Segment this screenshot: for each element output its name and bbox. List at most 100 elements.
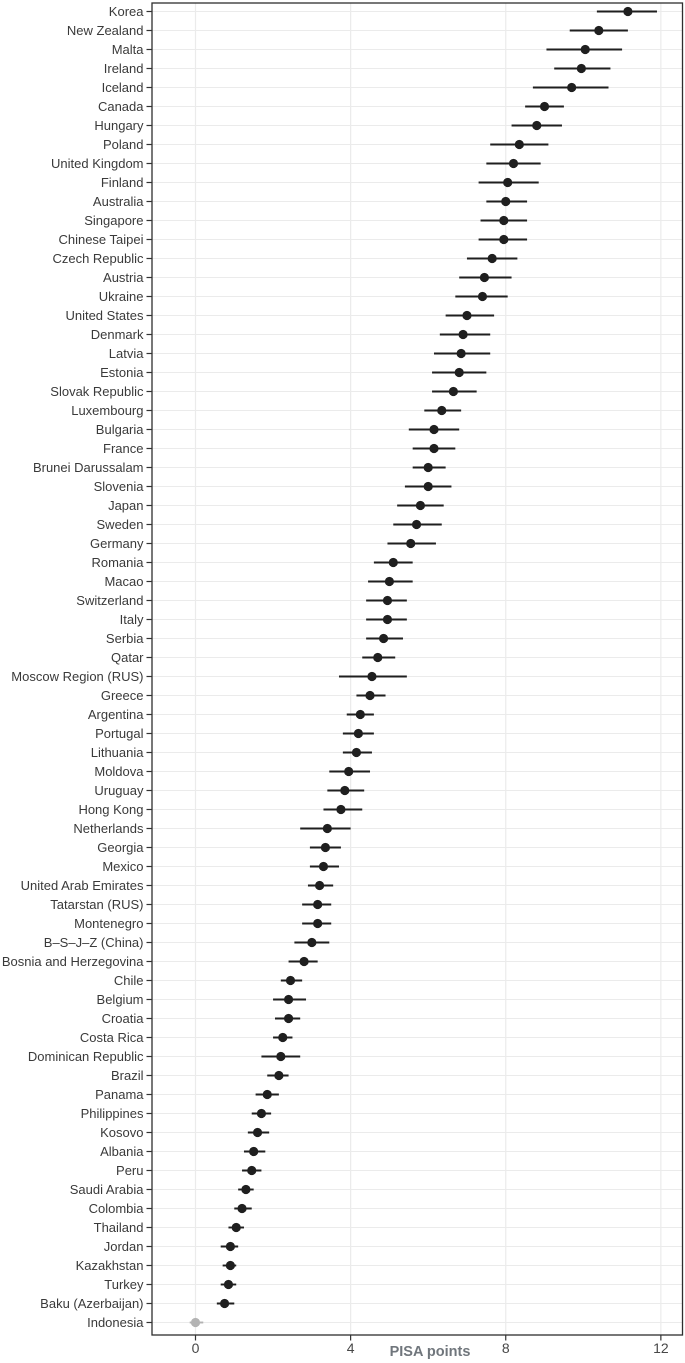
y-axis-label: Switzerland <box>76 593 143 608</box>
y-axis-label: Japan <box>108 498 143 513</box>
data-point <box>276 1051 286 1062</box>
y-axis-label: Georgia <box>97 840 144 855</box>
y-axis-label: Brunei Darussalam <box>33 460 144 475</box>
data-point <box>247 1165 257 1176</box>
data-point <box>429 424 439 435</box>
y-axis-label: Moldova <box>94 764 144 779</box>
data-point <box>225 1241 236 1252</box>
data-point <box>503 177 513 188</box>
data-point <box>313 899 323 910</box>
x-tick-label: 4 <box>347 1340 355 1356</box>
data-point <box>353 728 363 739</box>
data-point <box>539 101 550 112</box>
y-axis-label: Austria <box>103 270 144 285</box>
y-axis-label: Hong Kong <box>78 802 143 817</box>
data-point <box>576 63 586 74</box>
data-point <box>278 1032 288 1043</box>
y-axis-label: Jordan <box>104 1239 144 1254</box>
y-axis-label: Italy <box>120 612 144 627</box>
data-point <box>532 120 542 131</box>
data-point <box>367 671 377 682</box>
data-point <box>415 500 426 511</box>
y-axis-label: United States <box>65 308 144 323</box>
data-point <box>223 1279 234 1290</box>
y-axis-label: Ukraine <box>99 289 144 304</box>
y-axis-label: Iceland <box>102 80 144 95</box>
y-axis-label: Moscow Region (RUS) <box>11 669 143 684</box>
data-point <box>225 1260 236 1271</box>
data-point <box>508 158 519 169</box>
data-point <box>252 1127 263 1138</box>
y-axis-label: Romania <box>91 555 144 570</box>
data-point <box>462 310 472 321</box>
data-point <box>307 937 317 948</box>
data-point <box>458 329 468 340</box>
y-axis-label: Denmark <box>91 327 144 342</box>
data-point <box>567 82 577 93</box>
data-point <box>336 804 346 815</box>
y-axis-label: Singapore <box>84 213 143 228</box>
data-point <box>499 215 509 226</box>
y-axis-label: Bosnia and Herzegovina <box>2 954 144 969</box>
data-point <box>382 614 393 625</box>
y-axis-label: Colombia <box>89 1201 145 1216</box>
y-axis-label: Australia <box>93 194 144 209</box>
x-tick-label: 8 <box>502 1340 510 1356</box>
y-axis-label: Dominican Republic <box>28 1049 144 1064</box>
y-axis-label: Ireland <box>104 61 144 76</box>
data-point <box>382 595 393 606</box>
y-axis-label: Mexico <box>102 859 143 874</box>
data-layer <box>189 6 657 1328</box>
y-axis-label: Kazakhstan <box>76 1258 144 1273</box>
data-point <box>429 443 439 454</box>
y-axis-label: Chile <box>114 973 144 988</box>
y-axis-label: B–S–J–Z (China) <box>44 935 144 950</box>
data-point <box>219 1298 230 1309</box>
x-tick-label: 12 <box>653 1340 669 1356</box>
data-point <box>501 196 511 207</box>
y-axis-label: Baku (Azerbaijan) <box>40 1296 143 1311</box>
data-point <box>283 994 294 1005</box>
data-point <box>190 1317 201 1328</box>
y-axis-label: Sweden <box>97 517 144 532</box>
data-point <box>448 386 458 397</box>
data-point <box>423 481 433 492</box>
data-point <box>423 462 433 473</box>
y-axis-label: Slovenia <box>94 479 145 494</box>
y-axis-label: Argentina <box>88 707 144 722</box>
y-axis-label: Hungary <box>94 118 144 133</box>
data-point <box>479 272 490 283</box>
y-axis-label: Philippines <box>81 1106 144 1121</box>
y-axis-label: Germany <box>90 536 144 551</box>
y-axis-label: Serbia <box>106 631 144 646</box>
data-point <box>340 785 350 796</box>
data-point <box>580 44 590 55</box>
data-point <box>285 975 296 986</box>
data-point <box>344 766 354 777</box>
data-point <box>237 1203 247 1214</box>
y-axis-label: France <box>103 441 143 456</box>
data-point <box>437 405 447 416</box>
data-point <box>373 652 383 663</box>
data-point <box>454 367 464 378</box>
y-axis-label: Finland <box>101 175 144 190</box>
y-axis-label: Belgium <box>97 992 144 1007</box>
y-axis-label: Greece <box>101 688 144 703</box>
data-point <box>378 633 389 644</box>
panel-border <box>151 2 684 1336</box>
y-axis-label: Latvia <box>109 346 144 361</box>
y-axis-label: Peru <box>116 1163 143 1178</box>
data-point <box>314 880 325 891</box>
data-point <box>355 709 365 720</box>
y-axis-label: Poland <box>103 137 143 152</box>
x-tick-label: 0 <box>192 1340 200 1356</box>
data-point <box>274 1070 284 1081</box>
y-axis-label: Malta <box>112 42 145 57</box>
data-point <box>499 234 509 245</box>
y-axis-label: Macao <box>104 574 143 589</box>
data-point <box>320 842 331 853</box>
y-axis-label: Brazil <box>111 1068 144 1083</box>
data-point <box>256 1108 267 1119</box>
